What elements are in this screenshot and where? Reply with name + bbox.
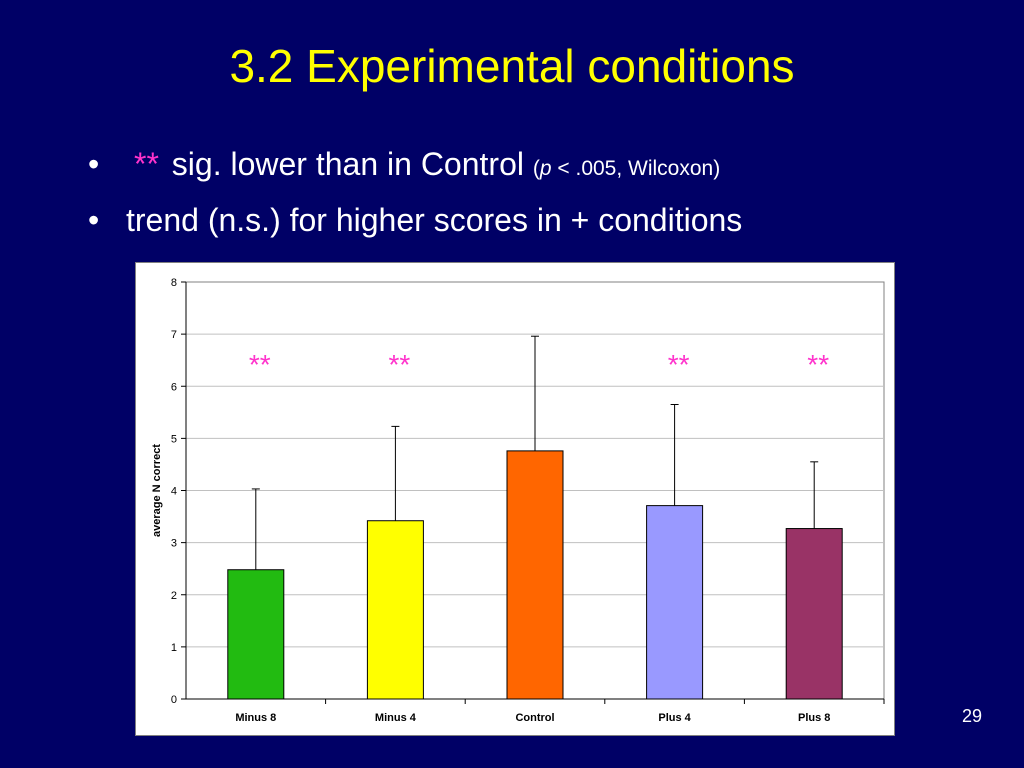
y-tick-label: 2 — [171, 590, 177, 602]
y-tick-label: 7 — [171, 329, 177, 341]
x-tick-label: Minus 4 — [375, 712, 417, 724]
y-tick-label: 4 — [171, 486, 177, 498]
y-tick-label: 8 — [171, 277, 177, 289]
y-tick-label: 1 — [171, 642, 177, 654]
bullet-text: trend (n.s.) for higher scores in + cond… — [126, 202, 743, 238]
y-tick-label: 0 — [171, 694, 177, 706]
x-tick-label: Minus 8 — [235, 712, 276, 724]
bar — [506, 450, 564, 700]
bar-chart: 0 1 2 3 4 5 6 7 8 average N correct Minus 8 ** Minus… — [151, 277, 885, 724]
significance-marker: ** — [807, 349, 829, 380]
x-tick-label: Control — [515, 712, 554, 724]
p-value-note: (p < .005, Wilcoxon) — [532, 157, 721, 180]
bullet-marker: • — [88, 146, 100, 182]
bullet-item: • trend (n.s.) for higher scores in + con… — [88, 192, 742, 248]
bullet-marker: • — [88, 202, 100, 238]
bar — [646, 505, 704, 700]
x-tick-label: Plus 4 — [658, 712, 691, 724]
significance-stars: ** — [134, 146, 159, 182]
y-tick-label: 6 — [171, 381, 177, 393]
significance-marker: ** — [389, 349, 411, 380]
bar — [227, 569, 285, 700]
bullet-item: • ** sig. lower than in Control (p < .005… — [88, 136, 742, 192]
bar — [785, 528, 843, 700]
bullet-text: sig. lower than in Control — [171, 146, 524, 182]
y-axis-label: average N correct — [151, 444, 163, 537]
bar — [366, 520, 424, 700]
significance-marker: ** — [249, 349, 271, 380]
y-tick-label: 3 — [171, 538, 177, 550]
significance-marker: ** — [668, 349, 690, 380]
page-number: 29 — [962, 706, 983, 726]
x-tick-label: Plus 8 — [798, 712, 830, 724]
slide-title: 3.2 Experimental conditions — [229, 40, 795, 92]
bullet-list: • ** sig. lower than in Control (p < .005… — [88, 136, 742, 248]
chart-container: 0 1 2 3 4 5 6 7 8 average N correct Minus 8 ** Minus… — [135, 262, 895, 736]
y-tick-label: 5 — [171, 433, 177, 445]
